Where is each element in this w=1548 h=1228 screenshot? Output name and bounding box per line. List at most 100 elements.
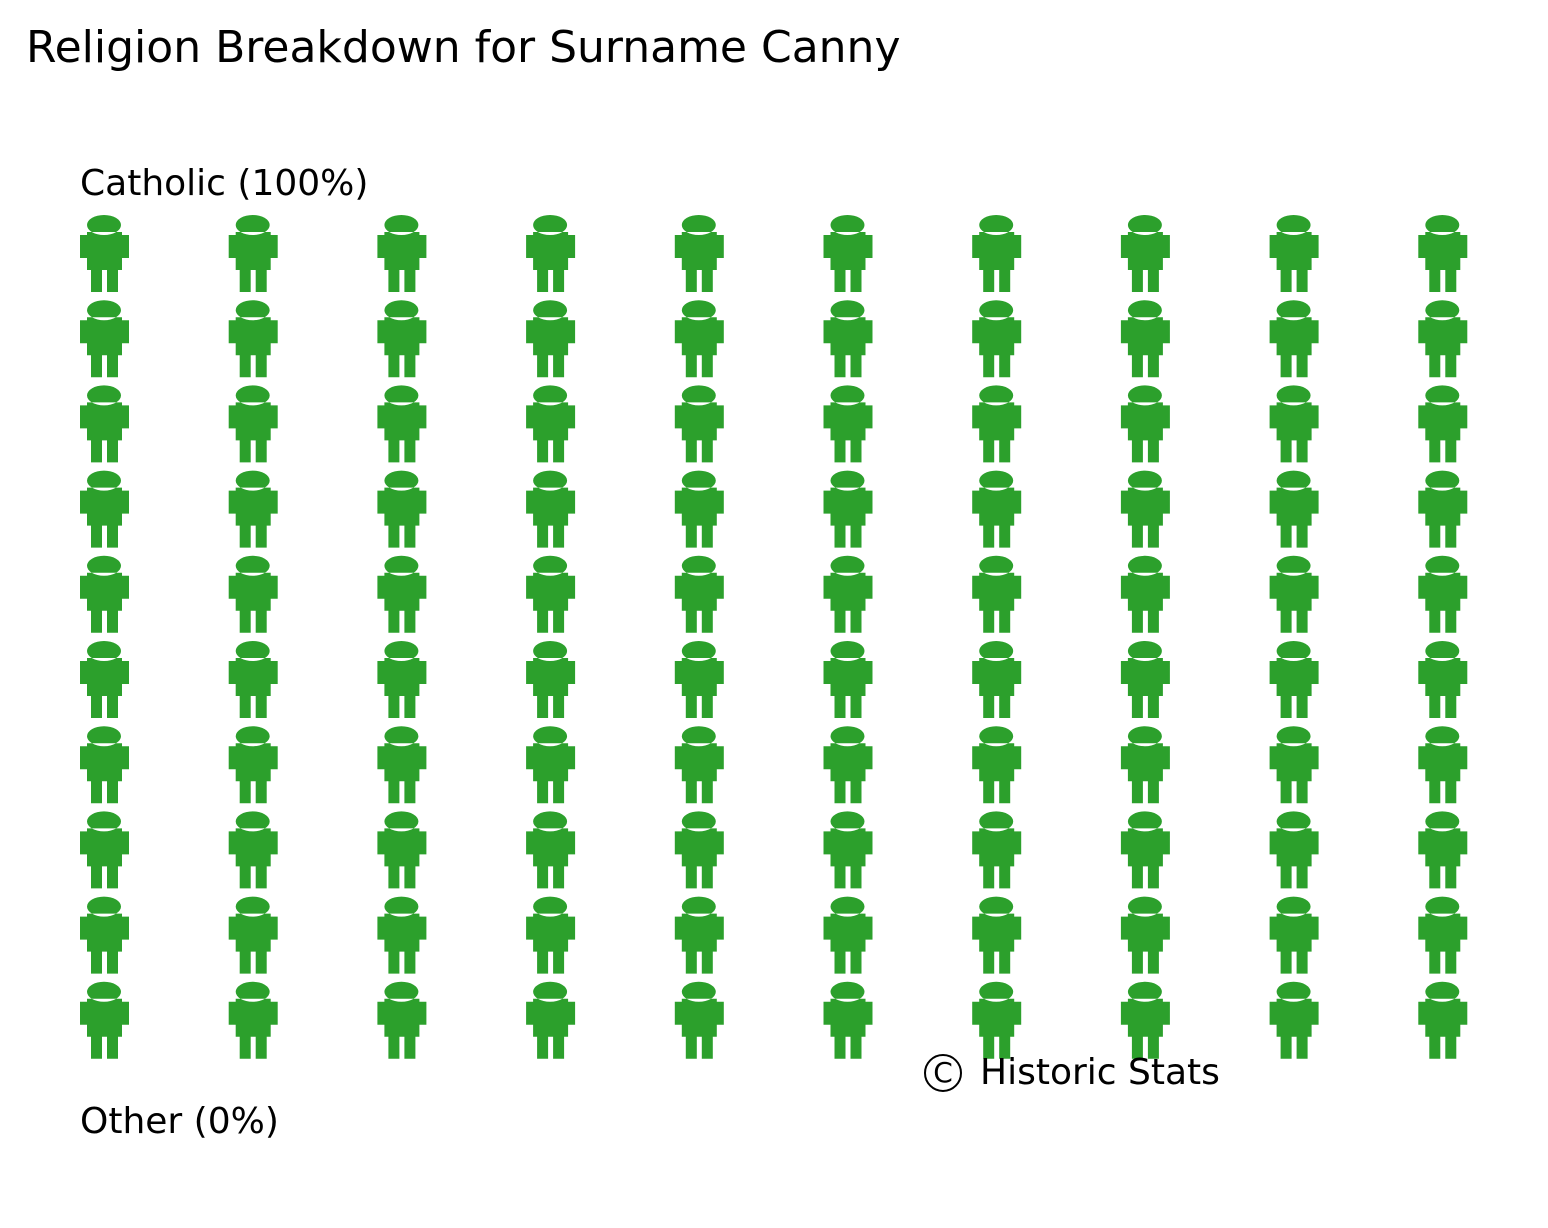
person-icon xyxy=(1269,555,1319,633)
person-icon xyxy=(972,300,1022,378)
person-icon xyxy=(80,896,129,974)
person-icon xyxy=(526,896,576,974)
person-icon xyxy=(1269,300,1319,378)
person-icon xyxy=(823,726,873,804)
person-icon xyxy=(972,726,1022,804)
person-icon xyxy=(80,385,129,463)
person-icon xyxy=(1418,385,1468,463)
person-icon xyxy=(674,811,724,889)
person-icon xyxy=(674,726,724,804)
person-icon xyxy=(1418,470,1468,548)
person-icon xyxy=(1120,470,1170,548)
person-icon xyxy=(674,555,724,633)
person-icon xyxy=(972,555,1022,633)
person-icon xyxy=(674,641,724,718)
person-icon xyxy=(377,555,427,633)
person-icon xyxy=(377,981,427,1059)
person-icon xyxy=(377,641,427,718)
copyright-text: Historic Stats xyxy=(980,1052,1220,1093)
person-icon xyxy=(972,215,1022,292)
person-icon xyxy=(377,215,427,292)
person-icon xyxy=(1120,811,1170,889)
person-icon xyxy=(1269,896,1319,974)
person-icon xyxy=(972,981,1022,1059)
person-icon xyxy=(972,811,1022,889)
person-icon xyxy=(377,726,427,804)
person-icon xyxy=(1269,470,1319,548)
person-icon xyxy=(526,981,576,1059)
person-icon xyxy=(526,300,576,378)
person-icon xyxy=(526,555,576,633)
person-icon xyxy=(228,896,278,974)
person-icon xyxy=(1120,896,1170,974)
person-icon xyxy=(1120,726,1170,804)
person-icon xyxy=(1120,981,1170,1059)
person-icon xyxy=(377,470,427,548)
person-icon xyxy=(674,300,724,378)
person-icon xyxy=(377,300,427,378)
person-icon xyxy=(80,641,129,718)
person-icon xyxy=(228,811,278,889)
person-icon xyxy=(80,981,129,1059)
copyright-notice: C Historic Stats xyxy=(924,1051,1220,1095)
person-icon xyxy=(526,641,576,718)
person-icon xyxy=(823,641,873,718)
person-icon xyxy=(823,385,873,463)
person-icon xyxy=(823,896,873,974)
person-icon xyxy=(1418,555,1468,633)
person-icon xyxy=(1120,215,1170,292)
chart-title: Religion Breakdown for Surname Canny xyxy=(26,22,901,73)
person-icon xyxy=(823,300,873,378)
person-icon xyxy=(674,215,724,292)
person-icon xyxy=(1120,385,1170,463)
person-icon xyxy=(526,385,576,463)
person-icon xyxy=(1269,215,1319,292)
person-icon xyxy=(228,555,278,633)
person-icon xyxy=(1120,555,1170,633)
person-icon xyxy=(823,215,873,292)
person-icon xyxy=(972,385,1022,463)
person-icon xyxy=(80,555,129,633)
person-icon xyxy=(1418,726,1468,804)
person-icon xyxy=(377,811,427,889)
person-icon xyxy=(526,726,576,804)
person-icon xyxy=(972,641,1022,718)
person-icon xyxy=(526,215,576,292)
person-icon xyxy=(674,981,724,1059)
person-icon xyxy=(1120,300,1170,378)
person-icon xyxy=(80,811,129,889)
person-icon xyxy=(1418,811,1468,889)
person-icon xyxy=(228,641,278,718)
category-label-other: Other (0%) xyxy=(80,1101,279,1142)
person-icon xyxy=(972,896,1022,974)
person-icon xyxy=(674,896,724,974)
person-icon xyxy=(1269,981,1319,1059)
person-icon xyxy=(1269,811,1319,889)
person-icon xyxy=(674,385,724,463)
person-icon xyxy=(1269,641,1319,718)
person-icon xyxy=(228,981,278,1059)
person-icon xyxy=(377,385,427,463)
person-icon xyxy=(228,215,278,292)
person-icon xyxy=(228,726,278,804)
person-icon xyxy=(1418,896,1468,974)
person-icon xyxy=(526,811,576,889)
person-icon xyxy=(1269,726,1319,804)
person-icon xyxy=(526,470,576,548)
person-icon xyxy=(1120,641,1170,718)
person-icon xyxy=(823,555,873,633)
person-icon xyxy=(80,726,129,804)
person-icon xyxy=(1269,385,1319,463)
person-icon xyxy=(1418,215,1468,292)
person-icon xyxy=(674,470,724,548)
person-icon xyxy=(80,300,129,378)
person-icon xyxy=(228,385,278,463)
person-icon xyxy=(1418,641,1468,718)
person-icon xyxy=(972,470,1022,548)
person-icon xyxy=(228,470,278,548)
person-icon xyxy=(377,896,427,974)
person-icon xyxy=(823,470,873,548)
person-icon xyxy=(1418,981,1468,1059)
person-icon xyxy=(80,470,129,548)
